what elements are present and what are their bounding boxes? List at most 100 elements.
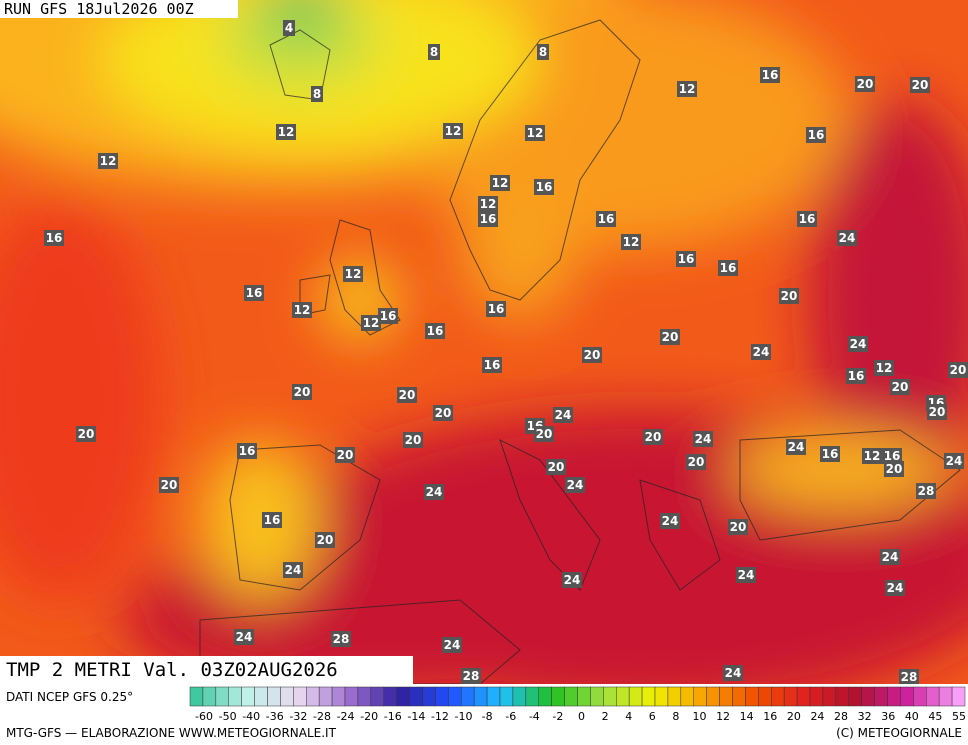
scale-swatch <box>331 686 346 707</box>
scale-swatch <box>616 686 630 707</box>
label-box <box>779 288 799 304</box>
label-box <box>424 484 444 500</box>
label-box <box>361 315 381 331</box>
scale-swatch <box>228 686 242 707</box>
label-box <box>718 260 738 276</box>
contour-label: 16 <box>822 447 839 461</box>
contour-label: 20 <box>548 460 565 474</box>
scale-label: -36 <box>266 710 284 723</box>
contour-label: 12 <box>679 82 696 96</box>
label-box <box>397 387 417 403</box>
scale-label: -50 <box>219 710 237 723</box>
contour-label: 8 <box>539 45 547 59</box>
scale-swatch <box>719 686 733 707</box>
contour-label: 20 <box>857 77 874 91</box>
scale-label: -32 <box>289 710 307 723</box>
scale-swatch <box>280 686 294 707</box>
scale-swatch <box>215 686 229 707</box>
label-box <box>378 308 398 324</box>
scale-swatch <box>796 686 811 707</box>
scale-label: 14 <box>740 710 754 723</box>
label-box <box>677 81 697 97</box>
scale-swatch <box>603 686 617 707</box>
scale-swatch <box>473 686 488 707</box>
scale-swatch <box>435 686 449 707</box>
label-box <box>885 580 905 596</box>
contour-label: 20 <box>662 330 679 344</box>
scale-label: -8 <box>482 710 493 723</box>
label-box <box>660 329 680 345</box>
scale-swatch <box>900 686 914 707</box>
label-box <box>760 67 780 83</box>
contour-label: 12 <box>876 361 893 375</box>
scale-label: -28 <box>313 710 331 723</box>
label-box <box>874 360 894 376</box>
scale-swatch <box>693 686 707 707</box>
scale-label: 40 <box>905 710 919 723</box>
scale-swatch <box>732 686 746 707</box>
contour-label: 16 <box>239 444 256 458</box>
label-box <box>331 631 351 647</box>
scale-label: 32 <box>858 710 872 723</box>
label-box <box>428 44 440 60</box>
scale-label: 24 <box>810 710 824 723</box>
label-box <box>562 572 582 588</box>
scale-swatch <box>344 686 359 707</box>
label-box <box>343 266 363 282</box>
scale-swatch <box>461 686 475 707</box>
label-box <box>797 211 817 227</box>
label-box <box>880 549 900 565</box>
scale-swatch <box>822 686 837 707</box>
scale-swatch <box>254 686 268 707</box>
label-box <box>461 668 481 684</box>
field-title: TMP 2 METRI Val. 03Z02AUG2026 <box>6 659 338 681</box>
scale-swatch <box>848 686 862 707</box>
scale-swatch <box>499 686 514 707</box>
contour-label: 16 <box>536 180 553 194</box>
scale-label: 20 <box>787 710 801 723</box>
label-box <box>751 344 771 360</box>
label-box <box>723 665 743 681</box>
label-box <box>276 124 296 140</box>
label-box <box>292 302 312 318</box>
scale-label: 8 <box>672 710 679 723</box>
contour-label: 20 <box>317 533 334 547</box>
scale-swatch <box>189 686 204 707</box>
scale-swatch <box>409 686 423 707</box>
contour-label: 16 <box>488 302 505 316</box>
scale-swatch <box>926 686 940 707</box>
scale-swatch <box>564 686 578 707</box>
contour-label: 24 <box>567 478 584 492</box>
label-box <box>425 323 445 339</box>
scale-swatch <box>318 686 333 707</box>
contour-label: 24 <box>753 345 770 359</box>
scale-swatch <box>525 686 539 707</box>
contour-label: 20 <box>892 380 909 394</box>
contour-label: 24 <box>725 666 742 680</box>
scale-label: 28 <box>834 710 848 723</box>
label-box <box>244 285 264 301</box>
scale-label: -4 <box>529 710 540 723</box>
contour-label: 16 <box>264 513 281 527</box>
contour-label: 16 <box>799 212 816 226</box>
scale-swatch <box>745 686 759 707</box>
contour-label: 24 <box>444 638 461 652</box>
contour-label: 16 <box>884 449 901 463</box>
scale-swatch <box>241 686 255 707</box>
contour-label: 20 <box>950 363 967 377</box>
contour-label: 20 <box>161 478 178 492</box>
contour-label: 16 <box>848 369 865 383</box>
scale-label: -24 <box>337 710 355 723</box>
source-text: DATI NCEP GFS 0.25° <box>6 690 133 704</box>
contour-label: 20 <box>912 78 929 92</box>
label-box <box>848 336 868 352</box>
contour-label: 28 <box>918 484 935 498</box>
contour-label: 24 <box>738 568 755 582</box>
label-box <box>486 301 506 317</box>
scale-label: 45 <box>928 710 942 723</box>
label-box <box>899 669 919 684</box>
scale-swatch <box>512 686 527 707</box>
label-box <box>292 384 312 400</box>
contour-label: 16 <box>480 212 497 226</box>
